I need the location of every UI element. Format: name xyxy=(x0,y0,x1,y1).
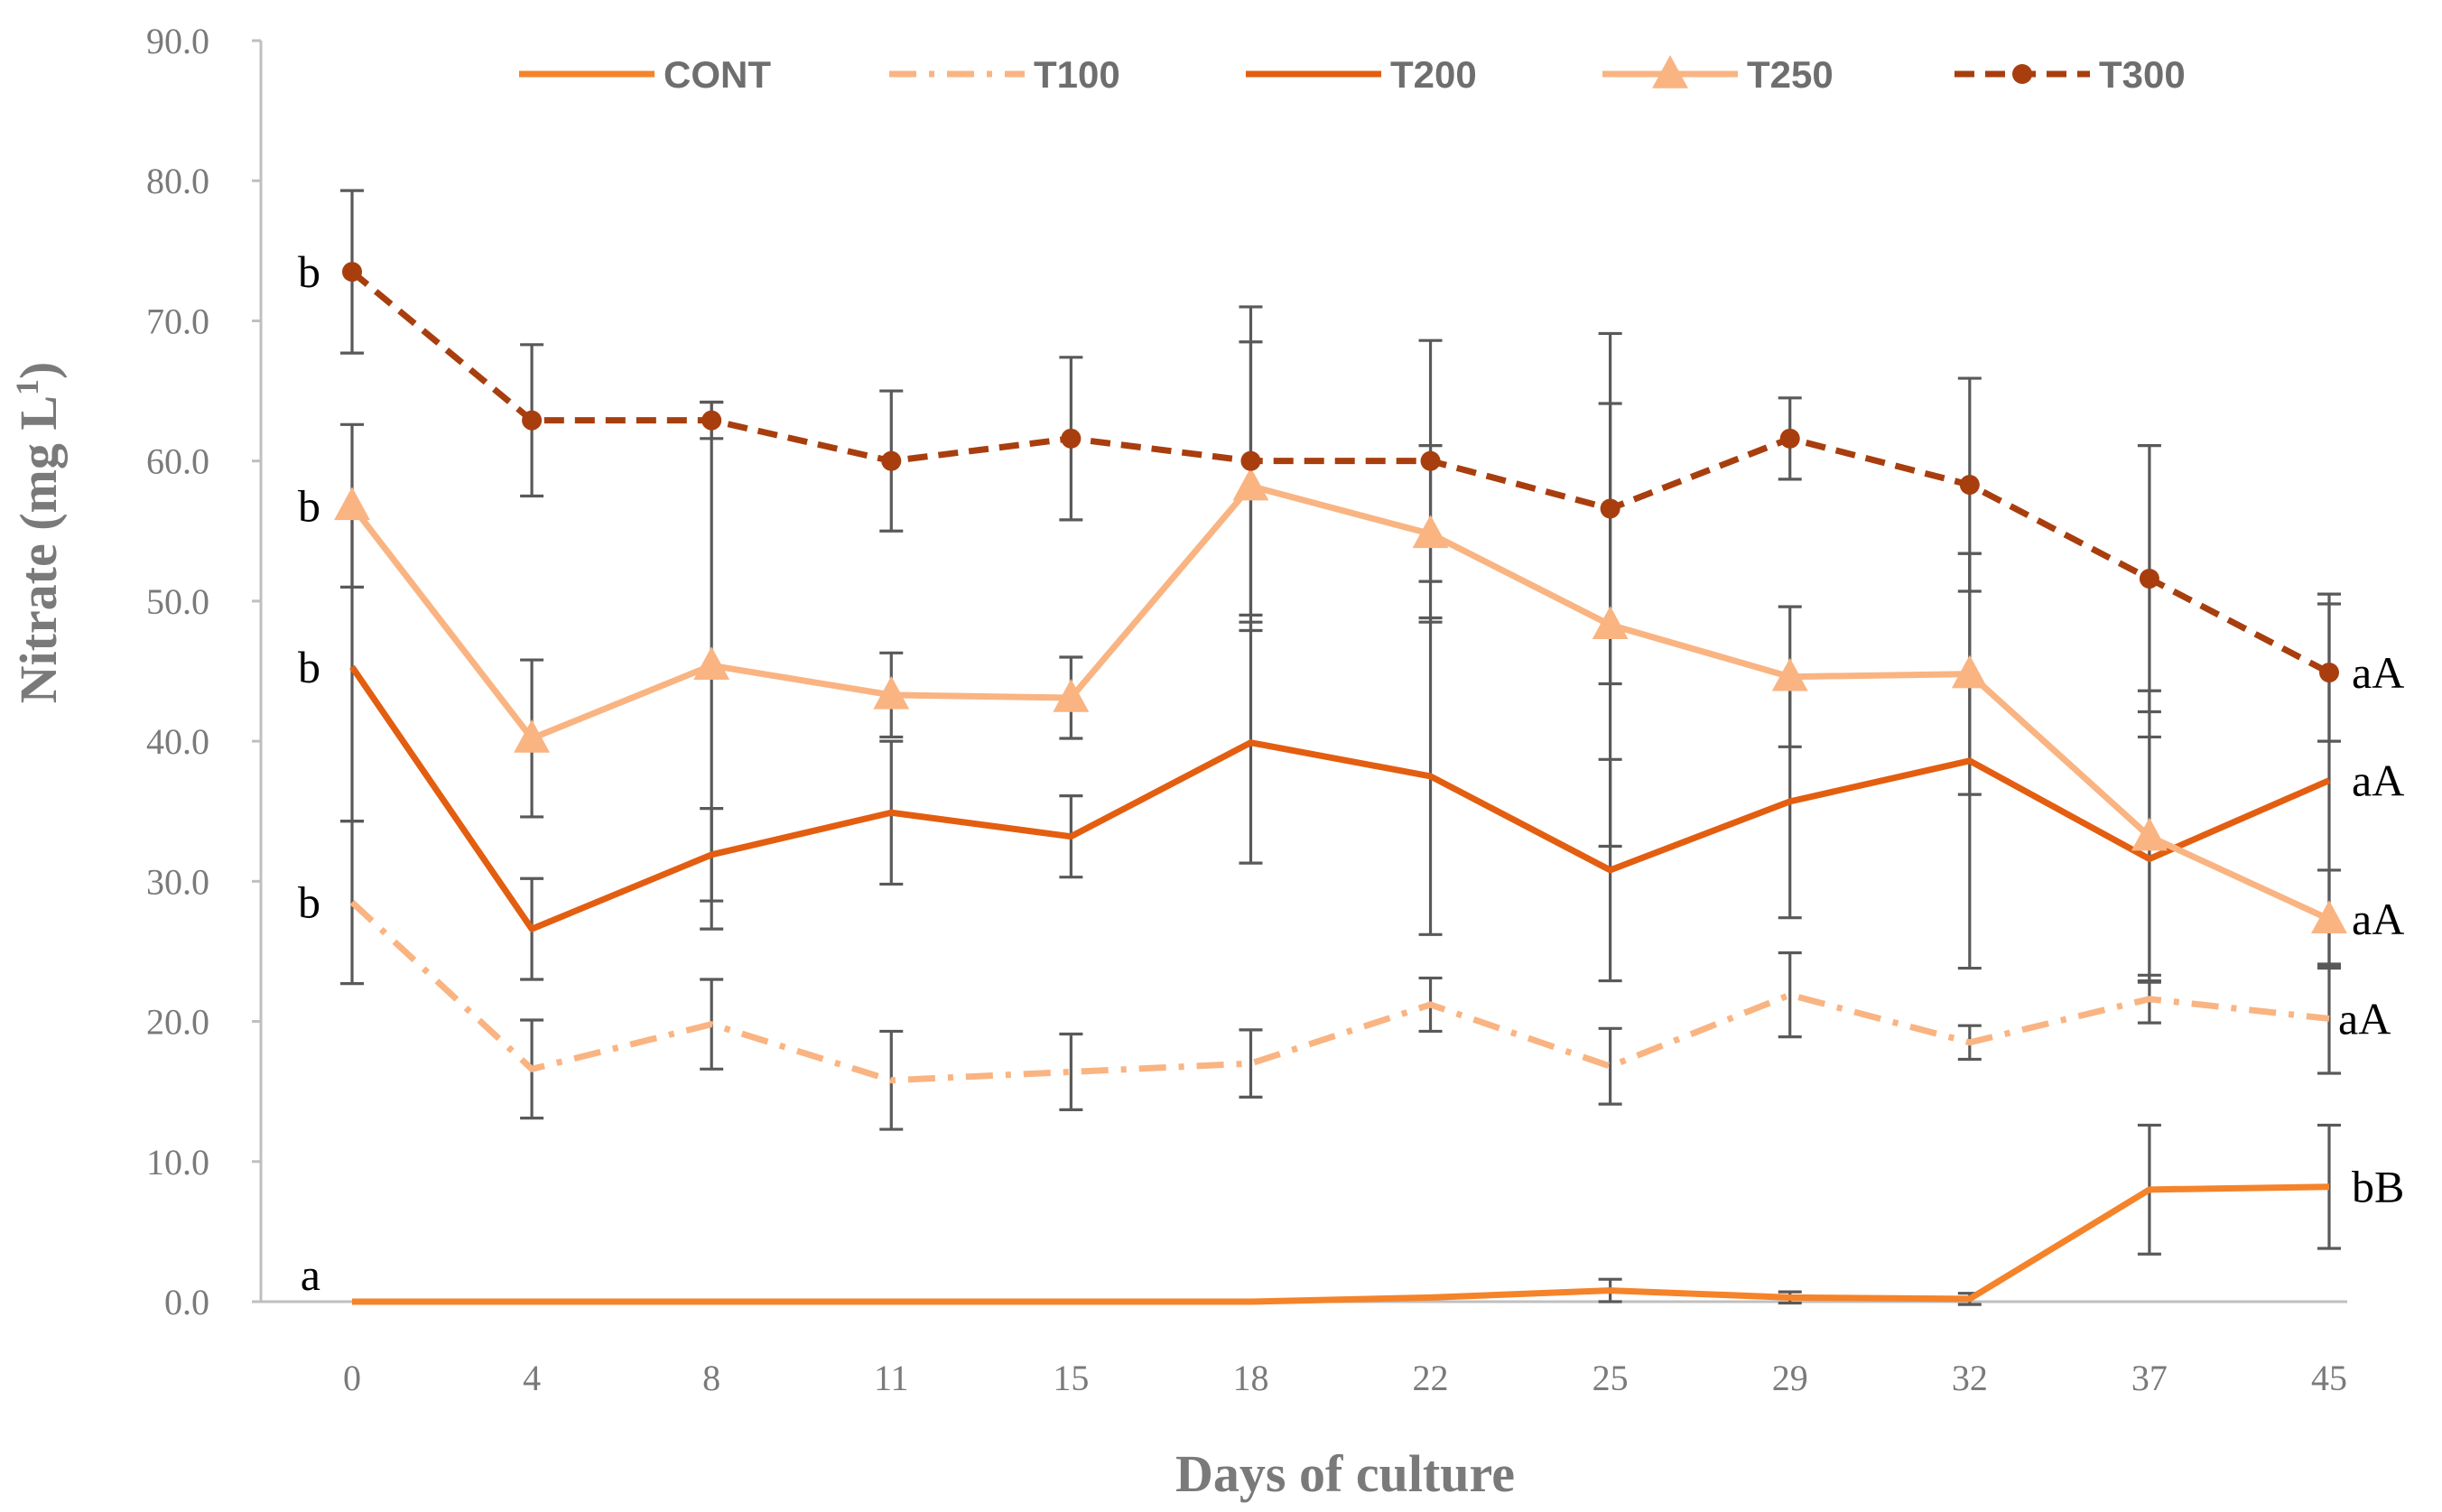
marker-t300 xyxy=(2319,663,2339,683)
y-tick-label: 30.0 xyxy=(146,861,209,902)
series-line-cont xyxy=(352,1183,2330,1305)
x-tick-label: 4 xyxy=(523,1358,541,1398)
y-tick-label: 40.0 xyxy=(146,721,209,762)
significance-label-t100-left: b xyxy=(298,877,320,928)
x-tick-label: 32 xyxy=(1952,1358,1988,1398)
marker-t250 xyxy=(1232,467,1269,501)
y-tick-label: 10.0 xyxy=(146,1142,209,1183)
legend: CONT T100 T200 T250 T300 xyxy=(519,53,2186,96)
marker-t300 xyxy=(1959,475,1980,496)
legend-item-t100: T100 xyxy=(889,53,1120,96)
marker-t300 xyxy=(881,450,902,471)
marker-t250 xyxy=(693,646,730,681)
marker-t300 xyxy=(522,410,543,431)
x-tick-label: 25 xyxy=(1592,1358,1629,1398)
marker-t250 xyxy=(334,487,370,521)
y-tick-label: 0.0 xyxy=(164,1282,209,1322)
marker-t300 xyxy=(1061,428,1082,449)
marker-t250 xyxy=(514,719,551,753)
marker-t300 xyxy=(1420,450,1441,471)
marker-t250 xyxy=(2311,900,2347,933)
legend-label: T300 xyxy=(2099,53,2186,96)
marker-t300 xyxy=(1779,428,1800,449)
y-tick-label: 20.0 xyxy=(146,1002,209,1043)
marker-t250 xyxy=(2131,817,2168,851)
marker-t300 xyxy=(2139,569,2159,589)
markers xyxy=(334,262,2347,933)
x-tick-label: 18 xyxy=(1232,1358,1268,1398)
marker-t300 xyxy=(342,262,362,283)
x-tick-label: 15 xyxy=(1053,1358,1089,1398)
series-line-t300 xyxy=(349,269,2331,676)
y-tick-label: 70.0 xyxy=(146,301,209,341)
x-tick-label: 37 xyxy=(2131,1358,2168,1398)
legend-label: CONT xyxy=(664,53,771,96)
significance-label-t200-right: aA xyxy=(2352,756,2404,806)
y-tick-label: 80.0 xyxy=(146,161,209,201)
y-axis-title: Nitrate (mg L1) xyxy=(9,362,68,704)
error-bar-t100 xyxy=(1598,1026,1622,1106)
significance-label-cont-left: a xyxy=(301,1249,320,1300)
marker-t300 xyxy=(1600,498,1620,519)
marker-t250 xyxy=(1053,678,1090,712)
y-axis-title-superscript: 1 xyxy=(9,379,45,395)
significance-label-t300-left: b xyxy=(298,246,320,297)
error-bar-t100 xyxy=(1059,1032,1083,1111)
x-axis-title: Days of culture xyxy=(1175,1444,1515,1503)
y-tick-label: 60.0 xyxy=(146,441,209,482)
legend-marker xyxy=(1652,55,1688,88)
x-tick-label: 0 xyxy=(343,1358,361,1398)
significance-label-t250-left: b xyxy=(298,480,320,531)
x-tick-label: 8 xyxy=(702,1358,720,1398)
legend-item-t200: T200 xyxy=(1246,53,1477,96)
marker-t250 xyxy=(1412,515,1449,549)
marker-t250 xyxy=(873,675,910,710)
series-line-t250 xyxy=(349,483,2331,923)
x-axis: 0 4 8 11 15 18 22 25 29 32 37 45 xyxy=(261,1300,2347,1398)
y-axis-title-main: Nitrate (mg L xyxy=(9,395,68,703)
y-axis: 0.0 10.0 20.0 30.0 40.0 50.0 60.0 70.0 80.0 90.0 xyxy=(146,21,263,1322)
annotations: b b b b a aA aA aA aA bB xyxy=(298,246,2404,1300)
legend-label: T250 xyxy=(1747,53,1834,96)
significance-label-cont-right: bB xyxy=(2352,1162,2404,1212)
y-tick-label: 90.0 xyxy=(146,21,209,61)
error-bar-t100 xyxy=(1778,951,1802,1039)
legend-item-cont: CONT xyxy=(519,53,771,96)
error-bar-t100 xyxy=(1239,1028,1263,1099)
series-line-t100 xyxy=(349,900,2330,1084)
x-tick-label: 45 xyxy=(2311,1358,2347,1398)
legend-label: T200 xyxy=(1390,53,1477,96)
x-tick-label: 22 xyxy=(1413,1358,1449,1398)
legend-marker xyxy=(2012,64,2032,84)
legend-label: T100 xyxy=(1034,53,1120,96)
series-line-t200 xyxy=(349,664,2331,932)
marker-t300 xyxy=(701,410,722,431)
significance-label-t300-right: aA xyxy=(2352,647,2404,698)
legend-item-t250: T250 xyxy=(1602,53,1834,96)
significance-label-t100-right: aA xyxy=(2338,993,2391,1044)
error-bars xyxy=(340,189,2341,1306)
significance-label-t200-left: b xyxy=(298,642,320,692)
significance-label-t250-right: aA xyxy=(2352,894,2404,944)
legend-item-t300: T300 xyxy=(1955,53,2186,96)
y-axis-title-end: ) xyxy=(9,362,68,379)
marker-t250 xyxy=(1771,657,1808,691)
marker-t250 xyxy=(1951,654,1988,689)
x-tick-label: 29 xyxy=(1772,1358,1808,1398)
x-tick-label: 11 xyxy=(874,1358,909,1398)
marker-t250 xyxy=(1592,606,1629,640)
y-tick-label: 50.0 xyxy=(146,581,209,622)
marker-t300 xyxy=(1240,450,1261,471)
series-lines xyxy=(349,269,2331,1305)
